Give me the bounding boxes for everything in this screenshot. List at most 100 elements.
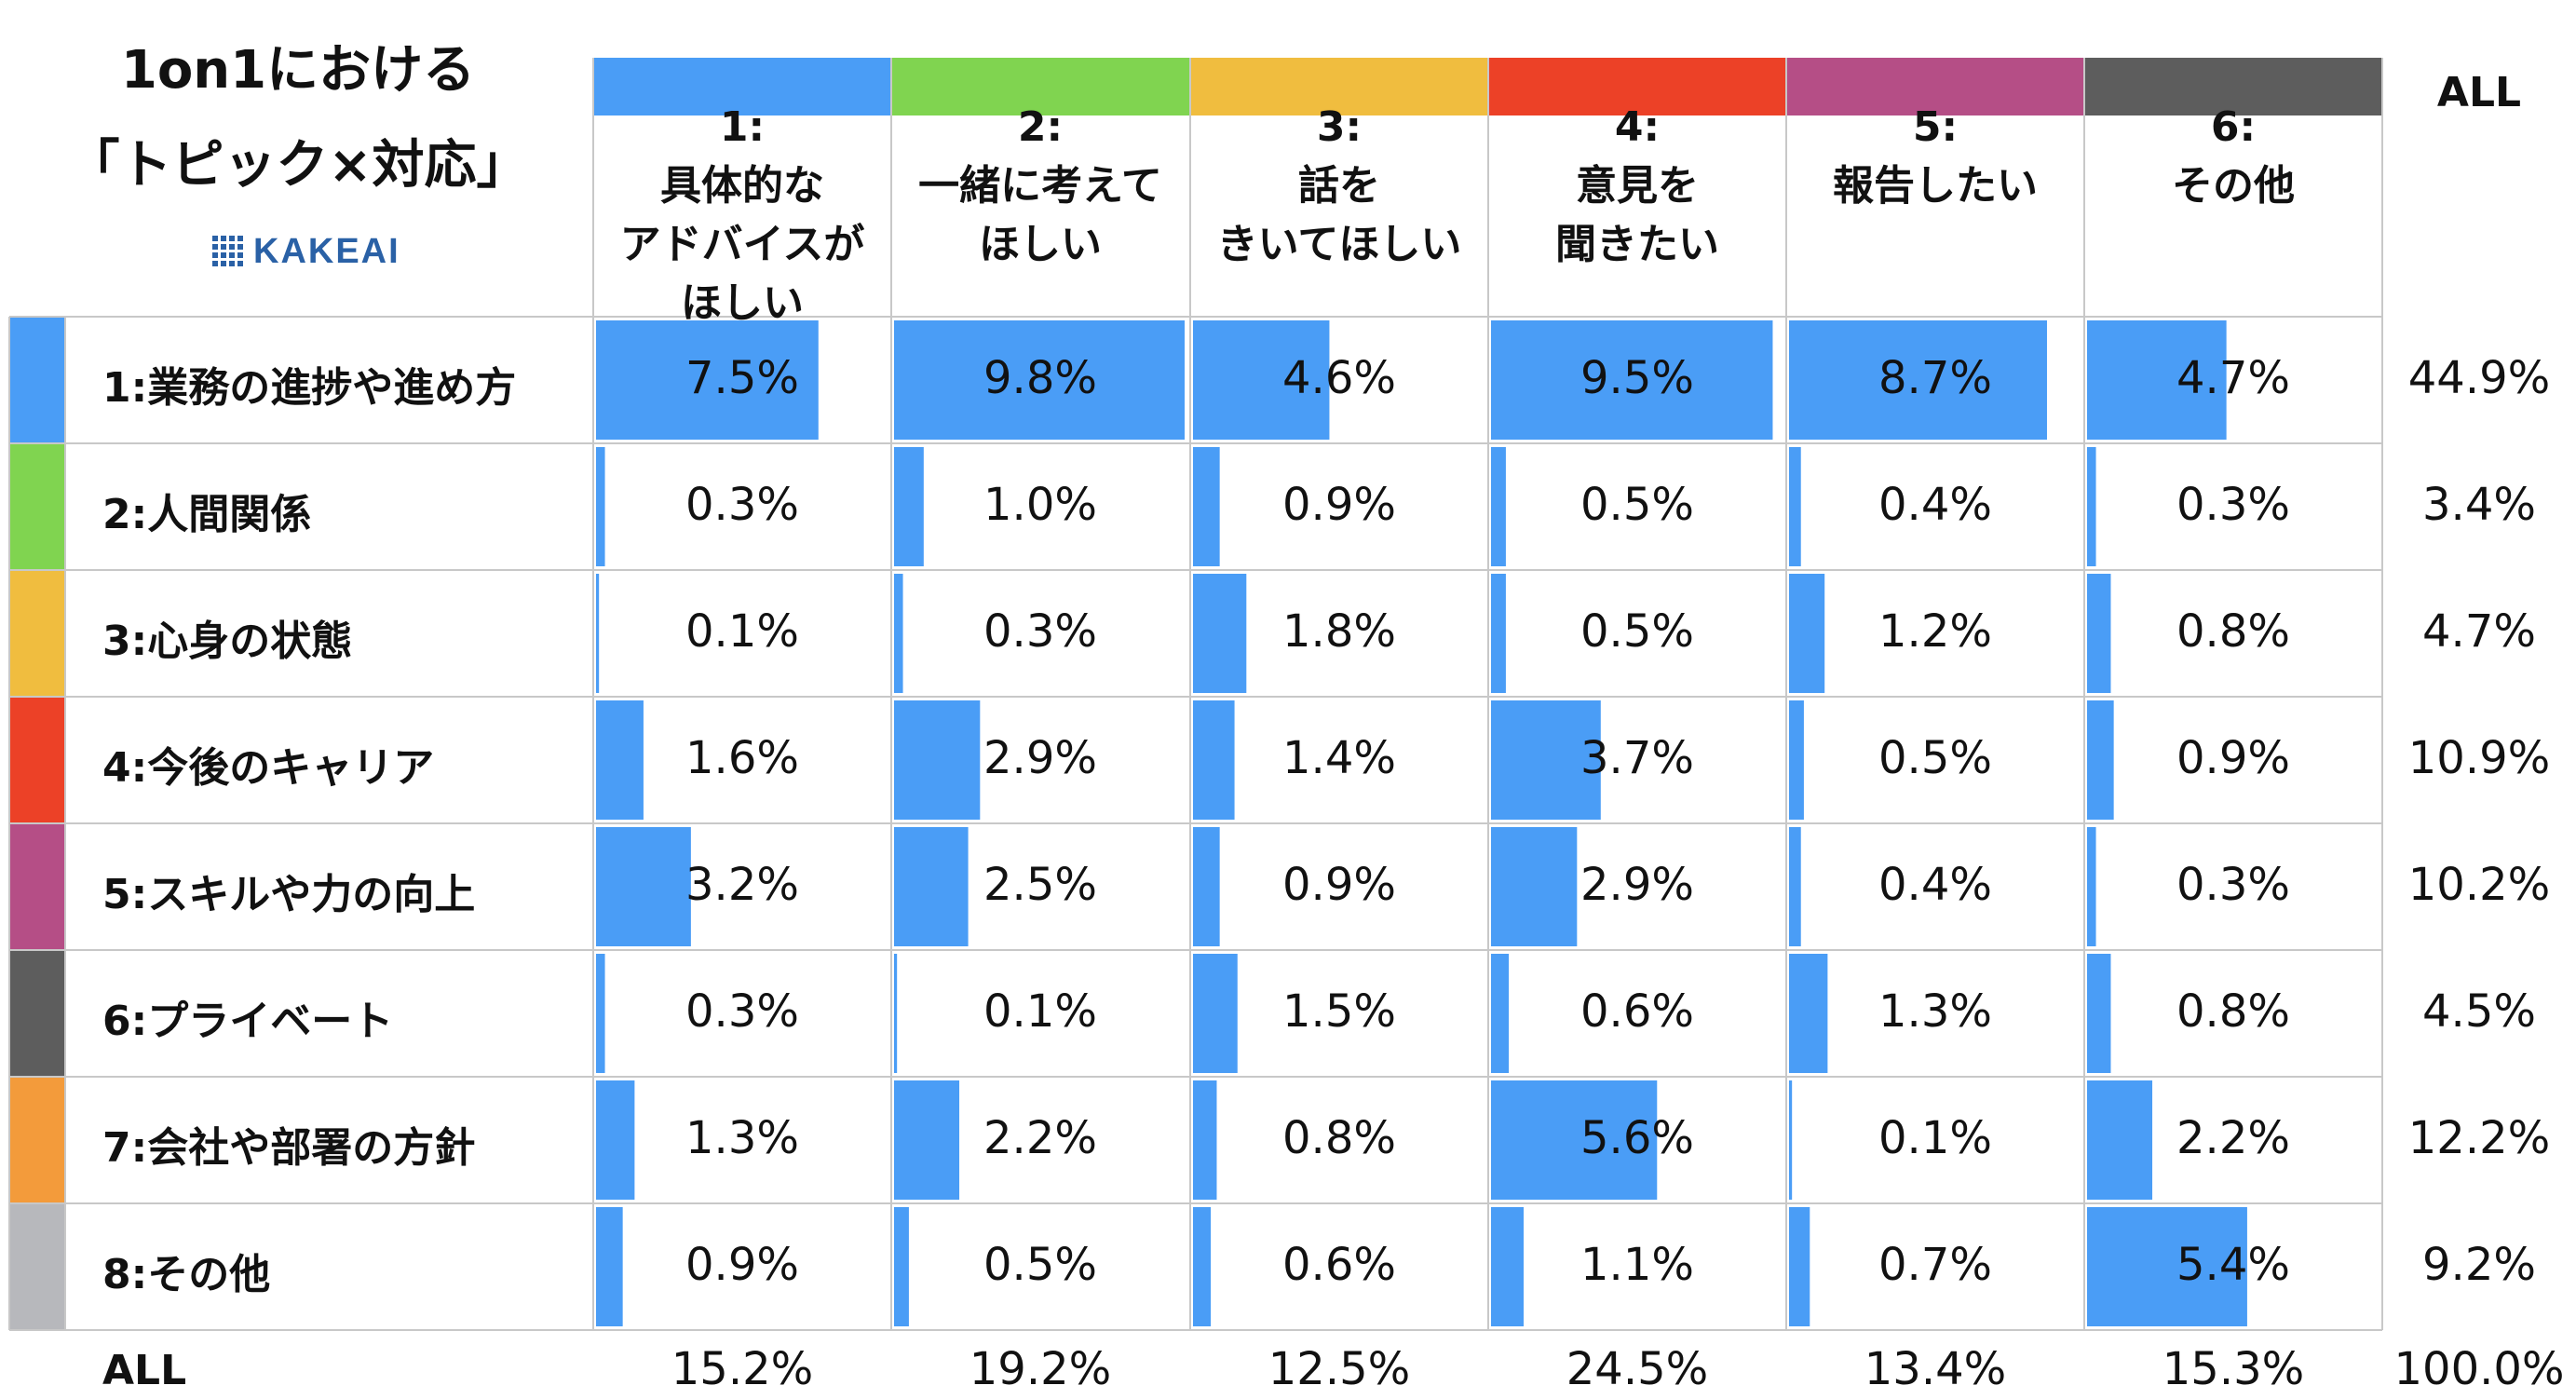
column-color-stripe	[1190, 58, 1488, 115]
percent-label: 8.7%	[1878, 352, 1992, 404]
row-label: 4:今後のキャリア	[102, 744, 435, 792]
column-total: 13.4%	[1864, 1343, 2007, 1395]
data-bar	[1193, 1207, 1212, 1326]
percent-label: 0.1%	[1878, 1112, 1992, 1164]
data-bar	[1789, 447, 1801, 566]
percent-label: 0.8%	[1282, 1112, 1396, 1164]
logo-text: KAKEAI	[253, 231, 400, 271]
row-color-strip	[9, 823, 65, 950]
column-header-line: 意見を	[1576, 162, 1699, 210]
percent-label: 0.8%	[2176, 605, 2290, 658]
percent-label: 0.3%	[2176, 859, 2290, 911]
grid-logo-icon	[212, 236, 243, 266]
all-row-label: ALL	[102, 1347, 187, 1394]
data-bar	[1491, 1080, 1658, 1200]
percent-label: 0.3%	[2176, 479, 2290, 531]
percent-label: 0.6%	[1282, 1239, 1396, 1291]
percent-label: 1.3%	[685, 1112, 799, 1164]
column-header-line: 5:	[1912, 103, 1959, 151]
data-bar	[894, 320, 1185, 440]
percent-label: 1.6%	[685, 732, 799, 784]
data-bar	[1491, 574, 1506, 693]
column-header-line: きいてほしい	[1216, 221, 1462, 268]
row-total: 10.9%	[2407, 732, 2551, 784]
column-header-line: ほしい	[979, 221, 1102, 268]
data-bar	[2087, 1207, 2247, 1326]
column-header-line: ほしい	[681, 279, 804, 327]
column-color-stripe	[2084, 58, 2382, 115]
column-header-line: 具体的な	[660, 162, 824, 210]
column-total: 24.5%	[1566, 1343, 1709, 1395]
percent-label: 0.9%	[1282, 859, 1396, 911]
data-bar	[2087, 320, 2227, 440]
percent-label: 4.6%	[1282, 352, 1396, 404]
column-total: 15.3%	[2162, 1343, 2305, 1395]
percent-label: 3.2%	[685, 859, 799, 911]
percent-label: 2.9%	[983, 732, 1097, 784]
row-total: 4.5%	[2422, 985, 2536, 1038]
percent-label: 0.1%	[685, 605, 799, 658]
data-bar	[1491, 827, 1578, 946]
column-total: 19.2%	[969, 1343, 1112, 1395]
percent-label: 9.8%	[983, 352, 1097, 404]
data-bar	[2087, 1080, 2153, 1200]
data-bar	[1789, 574, 1825, 693]
data-bar	[1789, 827, 1801, 946]
percent-label: 1.5%	[1282, 985, 1396, 1038]
all-column-header: ALL	[2436, 69, 2522, 116]
column-header-line: 聞きたい	[1555, 221, 1719, 268]
percent-label: 1.8%	[1282, 605, 1396, 658]
data-bar	[2087, 827, 2096, 946]
data-bar	[1491, 447, 1506, 566]
percent-label: 2.5%	[983, 859, 1097, 911]
column-color-stripe	[1786, 58, 2084, 115]
data-bar	[596, 447, 605, 566]
percent-label: 0.5%	[1580, 605, 1694, 658]
percent-label: 0.9%	[1282, 479, 1396, 531]
column-color-stripe	[1488, 58, 1786, 115]
row-total: 3.4%	[2422, 479, 2536, 531]
column-header-line: 6:	[2210, 103, 2257, 151]
data-bar	[1491, 700, 1601, 820]
percent-label: 0.4%	[1878, 479, 1992, 531]
data-bar	[894, 954, 898, 1073]
data-bar	[1491, 320, 1773, 440]
percent-label: 0.5%	[983, 1239, 1097, 1291]
column-header-line: 3:	[1316, 103, 1363, 151]
column-header-line: 一緒に考えて	[918, 162, 1162, 210]
percent-label: 0.3%	[685, 479, 799, 531]
column-color-stripe	[891, 58, 1189, 115]
data-bar	[894, 574, 903, 693]
row-label: 6:プライベート	[102, 998, 394, 1045]
row-total: 4.7%	[2422, 605, 2536, 658]
data-bar	[894, 1207, 909, 1326]
data-bar	[1789, 700, 1804, 820]
data-bar	[2087, 447, 2096, 566]
data-bar	[1193, 1080, 1217, 1200]
percent-label: 4.7%	[2176, 352, 2290, 404]
percent-label: 0.1%	[983, 985, 1097, 1038]
row-label: 1:業務の進捗や進め方	[102, 364, 517, 412]
percent-label: 2.2%	[2176, 1112, 2290, 1164]
data-bar	[1193, 827, 1220, 946]
chart-title-line2: 「トピック×対応」	[67, 135, 529, 196]
column-total: 12.5%	[1268, 1343, 1411, 1395]
row-color-strip	[9, 570, 65, 697]
percent-label: 0.3%	[685, 985, 799, 1038]
column-header-line: 4:	[1614, 103, 1661, 151]
percent-label: 0.5%	[1878, 732, 1992, 784]
row-total: 12.2%	[2407, 1112, 2551, 1164]
percent-label: 5.6%	[1580, 1112, 1694, 1164]
percent-label: 5.4%	[2176, 1239, 2290, 1291]
column-header-line: その他	[2172, 162, 2295, 210]
column-header-line: 1:	[719, 103, 766, 151]
row-label: 3:心身の状態	[102, 618, 353, 665]
column-total: 15.2%	[671, 1343, 814, 1395]
percent-label: 0.7%	[1878, 1239, 1992, 1291]
data-bar	[596, 1080, 635, 1200]
column-header-line: 話を	[1298, 162, 1380, 210]
data-bar	[894, 447, 924, 566]
row-color-strip	[9, 317, 65, 443]
percent-label: 1.0%	[983, 479, 1097, 531]
